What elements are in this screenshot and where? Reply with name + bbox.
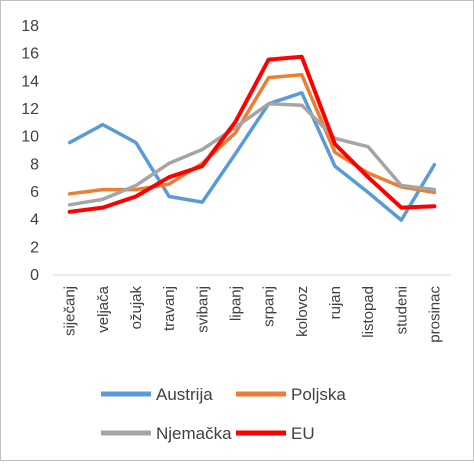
- legend-label: EU: [291, 424, 315, 443]
- series-line-njemačka: [67, 102, 437, 207]
- legend-label: Poljska: [291, 385, 346, 404]
- x-tick-label: siječanj: [62, 286, 79, 336]
- y-tick-label: 8: [30, 156, 39, 173]
- x-tick-label: svibanj: [194, 286, 211, 333]
- y-tick-label: 12: [21, 101, 39, 118]
- x-tick-label: srpanj: [261, 286, 278, 327]
- x-tick-label: veljača: [95, 285, 112, 332]
- legend-label: Njemačka: [156, 424, 232, 443]
- x-tick-label: studeni: [393, 286, 410, 334]
- series-line-eu: [67, 54, 437, 214]
- x-tick-label: rujan: [327, 286, 344, 319]
- x-tick-label: travanj: [161, 286, 178, 331]
- x-tick-label: lipanj: [227, 286, 244, 321]
- x-tick-label: ožujak: [128, 286, 145, 330]
- legend: Austrija Poljska Njemačka EU: [101, 385, 346, 443]
- legend-label: Austrija: [156, 385, 213, 404]
- y-tick-label: 14: [21, 73, 39, 90]
- series-line-austrija: [67, 91, 437, 222]
- y-tick-label: 2: [30, 239, 39, 256]
- x-tick-label: kolovoz: [294, 286, 311, 337]
- x-axis: siječanj veljača ožujak travanj svibanj lipan…: [53, 274, 451, 343]
- y-tick-label: 0: [30, 267, 39, 284]
- y-tick-label: 4: [30, 212, 39, 229]
- series-lines: [67, 54, 437, 222]
- y-tick-label: 10: [21, 129, 39, 146]
- y-tick-label: 18: [21, 18, 39, 35]
- y-axis: 0 2 4 6 8 10 12 14 16 18: [21, 18, 39, 284]
- y-tick-label: 6: [30, 184, 39, 201]
- y-tick-label: 16: [21, 46, 39, 63]
- x-tick-label: prosinac: [426, 286, 443, 343]
- x-tick-label: listopad: [360, 286, 377, 338]
